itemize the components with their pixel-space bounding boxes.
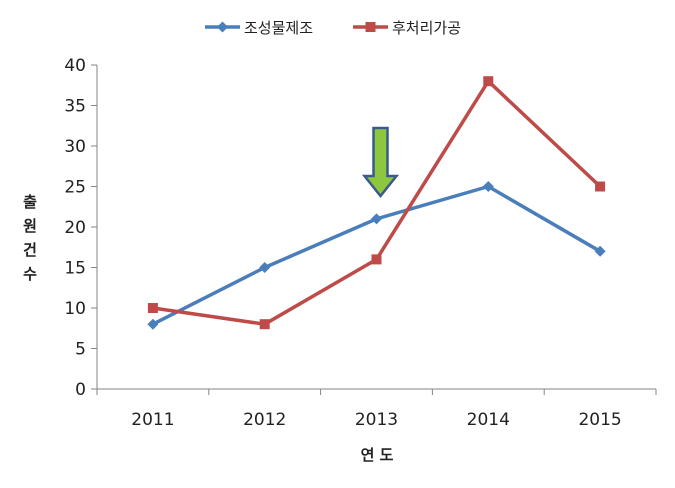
y-tick-label: 10	[64, 299, 86, 319]
y-tick-label: 40	[64, 56, 86, 76]
data-point	[483, 76, 494, 87]
y-tick-label: 20	[64, 218, 86, 238]
x-tick-label: 2014	[467, 410, 510, 430]
y-tick-label: 35	[64, 97, 86, 117]
legend-label: 조성물제조	[244, 19, 313, 37]
y-axis-title-char: 원	[23, 217, 37, 235]
x-tick-label: 2012	[243, 410, 286, 430]
x-tick-label: 2013	[355, 410, 398, 430]
series-1	[147, 181, 606, 330]
y-tick-label: 30	[64, 137, 86, 157]
legend-label: 후처리가공	[392, 19, 461, 37]
data-point	[594, 245, 606, 257]
data-point	[371, 254, 382, 265]
series-layer	[147, 76, 606, 330]
y-axis-title-char: 수	[23, 265, 37, 283]
series-2	[147, 76, 606, 330]
y-axis-title-char: 건	[23, 241, 37, 259]
y-tick-label: 5	[75, 340, 86, 360]
x-tick-label: 2015	[578, 410, 621, 430]
y-axis-title-char: 출	[23, 193, 37, 211]
axes: 0 5 10 15 20 25 30 35 40 2011 2012 2013 2014 2015	[64, 56, 657, 430]
data-point	[147, 303, 158, 313]
legend: 조성물제조 후처리가공	[205, 19, 461, 37]
data-point	[482, 181, 494, 192]
annotation-arrow	[361, 126, 400, 199]
legend-item-1: 조성물제조	[205, 19, 313, 37]
data-point	[147, 318, 159, 330]
legend-marker	[365, 22, 376, 32]
legend-item-2: 후처리가공	[353, 19, 461, 37]
y-tick-label: 15	[64, 259, 86, 279]
y-tick-label: 0	[75, 380, 86, 400]
data-point	[371, 213, 382, 225]
series-line	[152, 79, 602, 326]
down-arrow-icon	[361, 126, 400, 199]
data-point	[259, 319, 270, 330]
data-point	[595, 181, 606, 192]
x-tick-label: 2011	[131, 410, 174, 430]
legend-marker	[217, 21, 228, 33]
x-axis-title: 연 도	[361, 446, 394, 464]
data-point	[259, 262, 271, 273]
y-tick-label: 25	[64, 178, 86, 198]
